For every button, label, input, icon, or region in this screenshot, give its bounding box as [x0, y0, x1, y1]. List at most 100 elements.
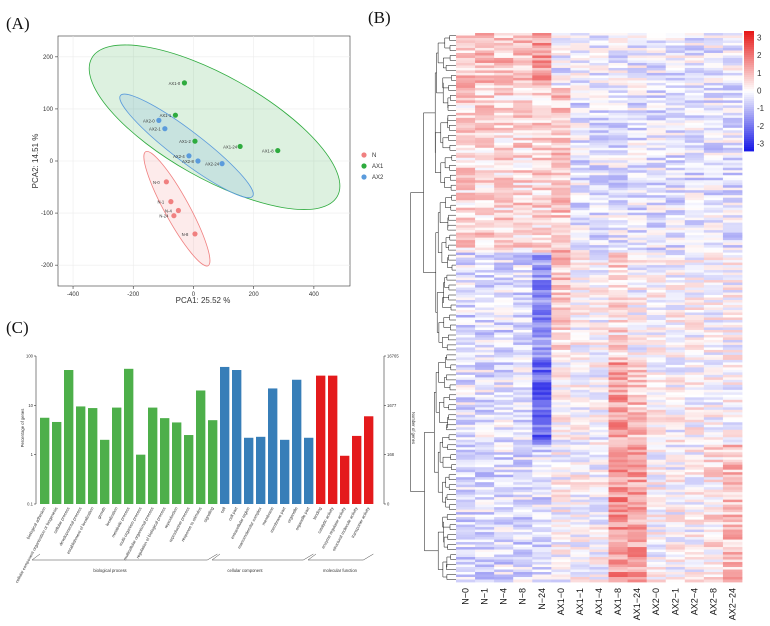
heatmap-cell	[570, 167, 590, 171]
heatmap-cell	[627, 344, 648, 348]
heatmap-cell	[608, 130, 628, 134]
heatmap-cell	[684, 170, 705, 174]
heatmap-cell	[475, 439, 495, 443]
heatmap-cell	[703, 387, 724, 391]
legend-label: AX1	[372, 164, 384, 170]
heatmap-cell	[494, 62, 514, 66]
heatmap-cell	[665, 180, 686, 184]
heatmap-cell	[722, 462, 743, 466]
heatmap-cell	[684, 227, 705, 231]
heatmap-cell	[589, 33, 609, 36]
heatmap-cell	[684, 302, 705, 306]
panel-c-label: (C)	[6, 318, 29, 337]
heatmap-cell	[646, 187, 667, 191]
heatmap-cell	[475, 50, 495, 54]
heatmap-cell	[551, 62, 571, 66]
heatmap-cell	[513, 302, 533, 306]
heatmap-cell	[456, 247, 476, 251]
heatmap-cell	[608, 225, 628, 229]
heatmap-cell	[703, 155, 724, 159]
heatmap-cell	[494, 372, 514, 376]
heatmap-cell	[513, 492, 533, 496]
heatmap-cell	[589, 35, 609, 39]
heatmap-cell	[551, 247, 571, 251]
heatmap-cell	[722, 557, 743, 560]
heatmap-cell	[494, 307, 514, 311]
heatmap-cell	[589, 459, 609, 463]
colorbar-step	[744, 57, 754, 60]
heatmap-cell	[646, 282, 667, 286]
heatmap-cell	[589, 374, 609, 378]
heatmap-cell	[627, 275, 648, 278]
heatmap-cell	[627, 484, 648, 488]
heatmap-cell	[665, 392, 686, 396]
heatmap-cell	[646, 80, 667, 84]
heatmap-cell	[456, 517, 476, 521]
heatmap-column-label: AX1−4	[594, 588, 604, 615]
heatmap-cell	[646, 564, 667, 568]
heatmap-cell	[684, 297, 705, 301]
heatmap-cell	[703, 80, 724, 84]
heatmap-cell	[665, 262, 686, 266]
heatmap-cell	[570, 205, 590, 209]
heatmap-cell	[722, 352, 743, 356]
heatmap-cell	[551, 170, 571, 174]
heatmap-cell	[475, 407, 495, 411]
heatmap-cell	[608, 112, 628, 116]
heatmap-cell	[684, 462, 705, 466]
heatmap-cell	[684, 474, 705, 478]
heatmap-cell	[608, 314, 628, 318]
heatmap-column-label: AX2−1	[670, 588, 680, 615]
heatmap-cell	[532, 240, 552, 244]
heatmap-cell	[627, 389, 648, 393]
heatmap-cell	[570, 182, 590, 186]
heatmap-cell	[608, 182, 628, 186]
heatmap-cell	[456, 177, 476, 181]
heatmap-cell	[684, 217, 705, 221]
colorbar-step	[744, 109, 754, 112]
heatmap-cell	[684, 342, 705, 346]
pca-point-label: AX2-8	[182, 159, 194, 164]
heatmap-cell	[608, 255, 628, 258]
heatmap-cell	[608, 474, 628, 478]
heatmap-cell	[456, 107, 476, 111]
heatmap-cell	[475, 479, 495, 483]
heatmap-cell	[494, 379, 514, 383]
heatmap-cell	[494, 252, 514, 256]
heatmap-cell	[513, 117, 533, 121]
heatmap-cell	[646, 42, 667, 46]
heatmap-cell	[665, 60, 686, 64]
heatmap-cell	[551, 464, 571, 468]
heatmap-cell	[608, 487, 628, 491]
heatmap-cell	[627, 334, 648, 338]
colorbar-step	[744, 141, 754, 144]
heatmap-cell	[475, 292, 495, 296]
heatmap-cell	[475, 130, 495, 134]
heatmap-cell	[684, 524, 705, 528]
heatmap-cell	[513, 237, 533, 241]
heatmap-cell	[589, 372, 609, 376]
heatmap-cell	[570, 190, 590, 194]
heatmap-cell	[684, 509, 705, 513]
heatmap-cell	[475, 77, 495, 81]
heatmap-cell	[532, 574, 552, 578]
heatmap-cell	[456, 157, 476, 161]
heatmap-cell	[589, 290, 609, 293]
heatmap-cell	[570, 534, 590, 538]
heatmap-cell	[703, 255, 724, 258]
heatmap-cell	[665, 110, 686, 114]
heatmap-cell	[494, 337, 514, 341]
heatmap-cell	[570, 417, 590, 421]
heatmap-cell	[456, 282, 476, 286]
heatmap-cell	[703, 437, 724, 441]
heatmap-cell	[627, 539, 648, 543]
heatmap-cell	[532, 369, 552, 373]
heatmap-cell	[570, 160, 590, 164]
heatmap-cell	[665, 140, 686, 144]
heatmap-cell	[684, 102, 705, 106]
heatmap-cell	[646, 444, 667, 448]
heatmap-cell	[646, 407, 667, 411]
heatmap-cell	[513, 105, 533, 109]
heatmap-cell	[646, 265, 667, 268]
